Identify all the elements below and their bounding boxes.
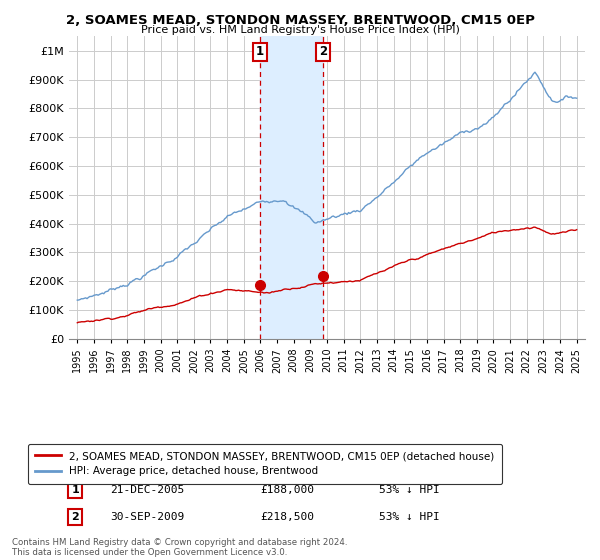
Legend: 2, SOAMES MEAD, STONDON MASSEY, BRENTWOOD, CM15 0EP (detached house), HPI: Avera: 2, SOAMES MEAD, STONDON MASSEY, BRENTWOO… xyxy=(28,444,502,484)
Text: 21-DEC-2005: 21-DEC-2005 xyxy=(110,485,185,495)
Text: Contains HM Land Registry data © Crown copyright and database right 2024.
This d: Contains HM Land Registry data © Crown c… xyxy=(12,538,347,557)
Text: 1: 1 xyxy=(256,45,264,58)
Text: 1: 1 xyxy=(71,485,79,495)
Bar xyxy=(260,36,323,339)
Text: 53% ↓ HPI: 53% ↓ HPI xyxy=(379,485,439,495)
Text: 30-SEP-2009: 30-SEP-2009 xyxy=(110,512,185,522)
Text: 2, SOAMES MEAD, STONDON MASSEY, BRENTWOOD, CM15 0EP: 2, SOAMES MEAD, STONDON MASSEY, BRENTWOO… xyxy=(65,14,535,27)
Text: 2: 2 xyxy=(319,45,327,58)
Text: Price paid vs. HM Land Registry's House Price Index (HPI): Price paid vs. HM Land Registry's House … xyxy=(140,25,460,35)
Text: 53% ↓ HPI: 53% ↓ HPI xyxy=(379,512,439,522)
Text: £188,000: £188,000 xyxy=(260,485,314,495)
Text: 2: 2 xyxy=(71,512,79,522)
Text: £218,500: £218,500 xyxy=(260,512,314,522)
